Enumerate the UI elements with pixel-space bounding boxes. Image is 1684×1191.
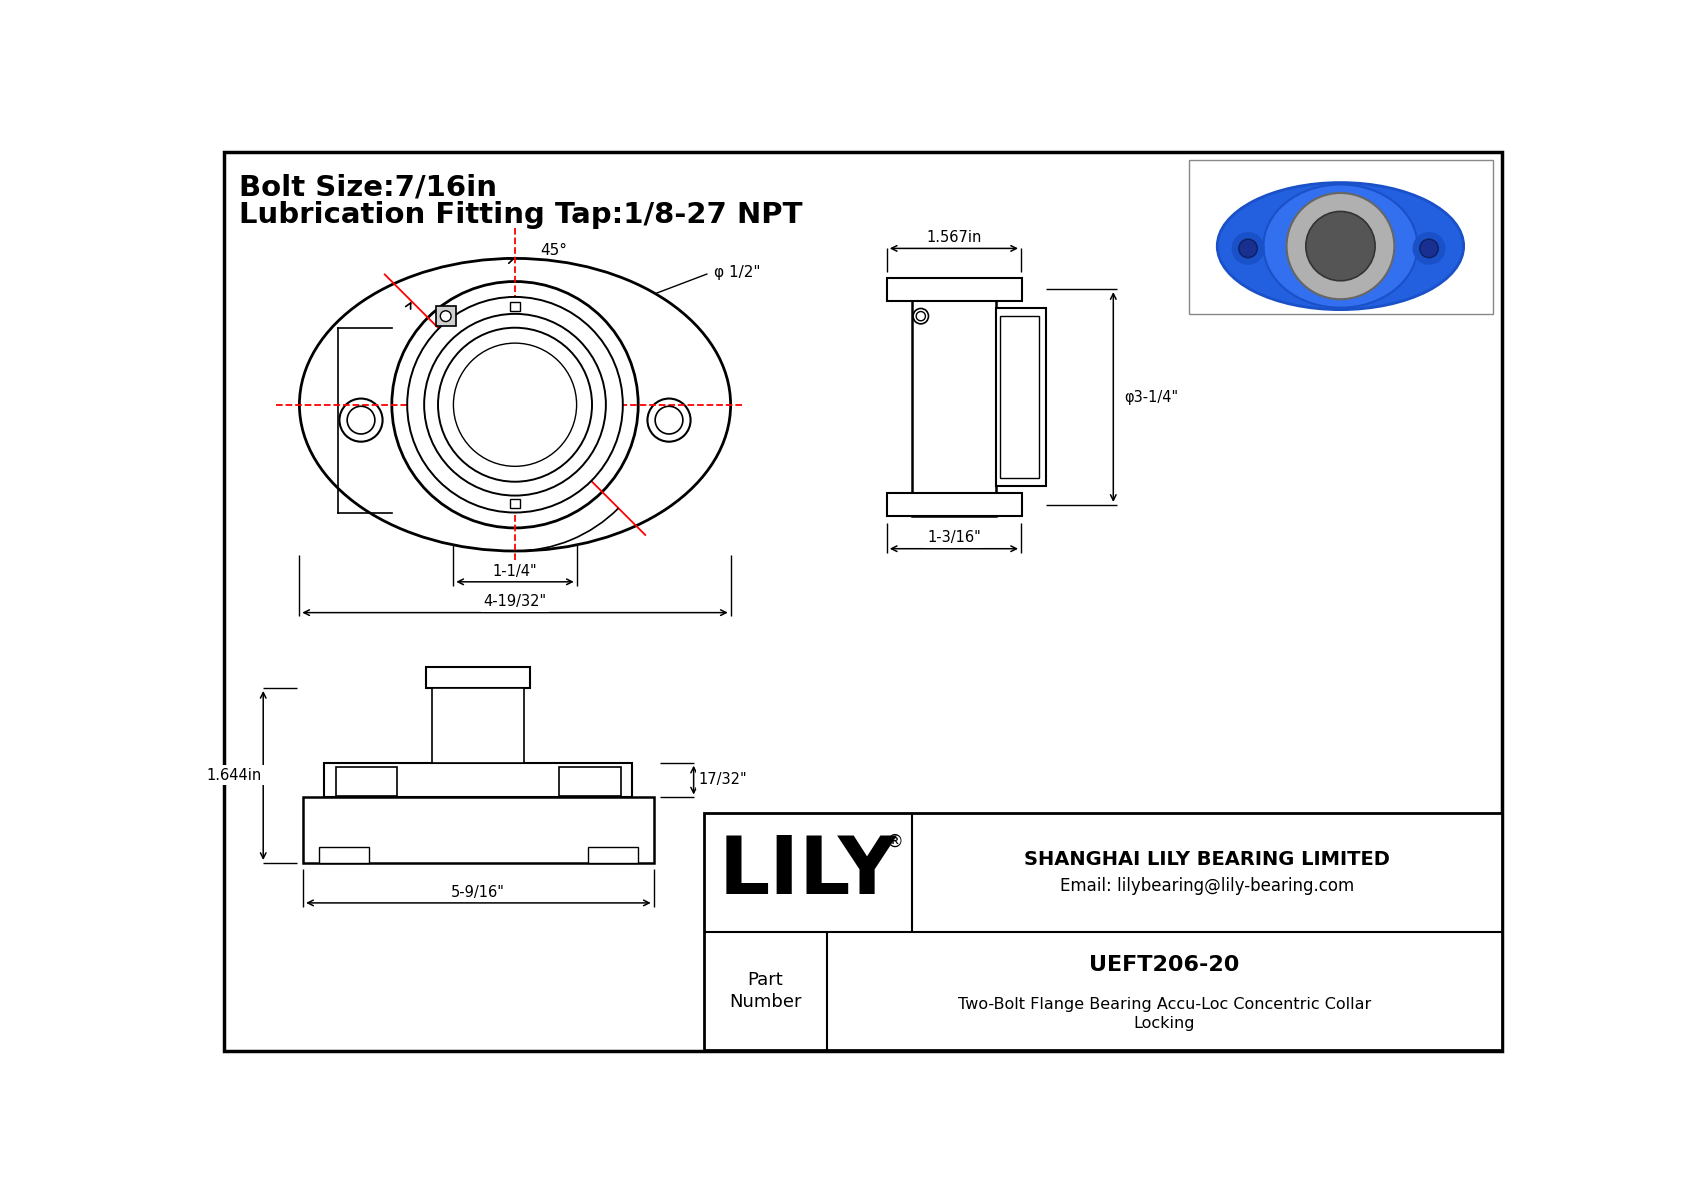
Bar xyxy=(887,278,1022,301)
Text: Locking: Locking xyxy=(1133,1016,1196,1030)
Circle shape xyxy=(1413,233,1445,264)
Circle shape xyxy=(453,343,576,467)
Text: Bolt Size:7/16in: Bolt Size:7/16in xyxy=(239,174,497,201)
Ellipse shape xyxy=(1305,212,1376,281)
Text: Two-Bolt Flange Bearing Accu-Loc Concentric Collar: Two-Bolt Flange Bearing Accu-Loc Concent… xyxy=(958,997,1371,1012)
Circle shape xyxy=(913,308,928,324)
Circle shape xyxy=(1420,239,1438,257)
Bar xyxy=(323,762,632,798)
Circle shape xyxy=(340,399,382,442)
Circle shape xyxy=(424,314,606,495)
Text: 1.644in: 1.644in xyxy=(207,767,261,782)
Polygon shape xyxy=(436,306,455,326)
Bar xyxy=(887,493,1022,517)
Text: 45°: 45° xyxy=(541,243,568,258)
Ellipse shape xyxy=(300,258,731,551)
Text: 17/32": 17/32" xyxy=(699,772,748,787)
Ellipse shape xyxy=(1287,193,1394,299)
Bar xyxy=(704,812,1502,1050)
Bar xyxy=(426,667,530,688)
Text: 1-3/16": 1-3/16" xyxy=(926,530,980,545)
Circle shape xyxy=(1239,239,1258,257)
Bar xyxy=(318,848,369,862)
Text: Lubrication Fitting Tap:1/8-27 NPT: Lubrication Fitting Tap:1/8-27 NPT xyxy=(239,201,803,230)
Bar xyxy=(997,308,1046,486)
Circle shape xyxy=(408,297,623,512)
Text: φ3-1/4": φ3-1/4" xyxy=(1125,389,1179,405)
Ellipse shape xyxy=(1218,182,1463,310)
Bar xyxy=(510,301,520,311)
Text: Part: Part xyxy=(748,972,783,990)
Text: LILY: LILY xyxy=(719,834,898,911)
Bar xyxy=(431,688,524,762)
Text: ®: ® xyxy=(886,833,904,852)
Ellipse shape xyxy=(1263,185,1418,307)
Circle shape xyxy=(440,311,451,322)
Bar xyxy=(559,767,620,796)
Text: φ 1/2": φ 1/2" xyxy=(714,264,759,280)
Text: 4-19/32": 4-19/32" xyxy=(483,594,547,610)
Bar xyxy=(588,848,638,862)
Text: 1-1/4": 1-1/4" xyxy=(493,563,537,579)
Bar xyxy=(1189,160,1494,314)
Text: Number: Number xyxy=(729,993,802,1011)
Circle shape xyxy=(392,281,638,528)
Bar xyxy=(911,278,997,517)
Circle shape xyxy=(647,399,690,442)
Circle shape xyxy=(1233,233,1263,264)
Circle shape xyxy=(347,406,376,434)
Text: 5-9/16": 5-9/16" xyxy=(451,885,505,899)
Bar xyxy=(335,767,397,796)
Circle shape xyxy=(438,328,593,481)
Bar xyxy=(510,499,520,507)
Text: 1.567in: 1.567in xyxy=(926,230,982,245)
Text: SHANGHAI LILY BEARING LIMITED: SHANGHAI LILY BEARING LIMITED xyxy=(1024,849,1389,868)
Circle shape xyxy=(916,312,926,320)
Bar xyxy=(303,798,653,862)
Circle shape xyxy=(655,406,684,434)
Text: Email: lilybearing@lily-bearing.com: Email: lilybearing@lily-bearing.com xyxy=(1059,877,1354,894)
Bar xyxy=(1000,316,1039,478)
Text: UEFT206-20: UEFT206-20 xyxy=(1090,955,1239,975)
